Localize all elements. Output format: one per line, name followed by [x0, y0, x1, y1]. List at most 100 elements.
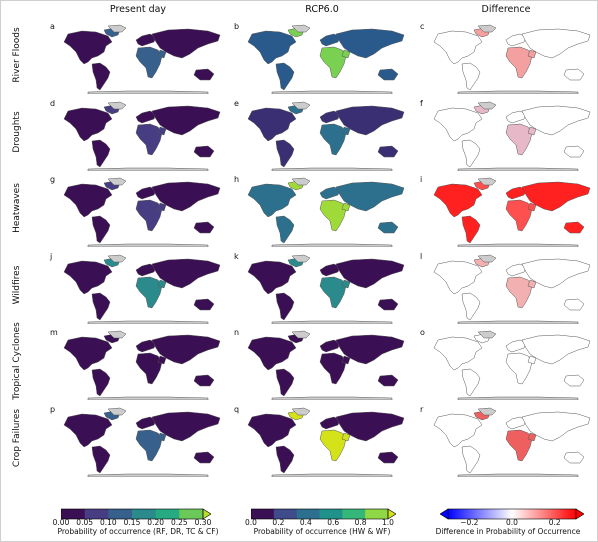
continent-shape	[151, 28, 221, 59]
continent-shape	[275, 445, 295, 473]
antarctica-shape	[87, 396, 209, 400]
continent-shape	[335, 258, 405, 288]
continent-shape	[377, 221, 399, 234]
colorbar-tick-label: 0.2	[272, 518, 285, 527]
row-label-text: River Floods	[12, 27, 22, 83]
colorbar-tick-label: 0.00	[52, 518, 70, 527]
panel-letter: f	[420, 98, 423, 108]
row-label-text: Wildfires	[12, 265, 22, 304]
continent-shape	[63, 413, 113, 447]
colorbar-tick-label: 0.0	[506, 518, 518, 527]
continent-shape	[433, 260, 483, 294]
greenland-shape	[477, 407, 497, 415]
world-map	[433, 330, 591, 400]
colorbar-tick-label: 1.0	[382, 518, 394, 527]
map-panel: c	[418, 22, 598, 94]
continent-shape	[521, 411, 591, 441]
antarctica-shape	[87, 90, 209, 94]
antarctica-shape	[271, 243, 393, 247]
continent-shape	[319, 123, 347, 155]
continent-shape	[151, 258, 221, 288]
antarctica-shape	[457, 167, 579, 171]
column-title-present: Present day	[109, 4, 167, 15]
map-panel: r	[418, 405, 598, 477]
continent-shape	[319, 352, 347, 385]
continent-shape	[63, 183, 113, 218]
continent-shape	[135, 186, 157, 200]
world-map	[433, 177, 591, 247]
colorbar-present-label: Probability of occurrence (RF, DR, TC & …	[57, 527, 219, 536]
greenland-shape	[291, 177, 311, 186]
colorbar-tick-label: 0.4	[299, 518, 312, 527]
continent-shape	[433, 107, 483, 141]
continent-shape	[505, 429, 533, 461]
continent-shape	[319, 339, 341, 353]
continent-shape	[193, 374, 215, 387]
continent-shape	[505, 46, 533, 79]
panel-letter: r	[420, 404, 424, 414]
colorbar-segment	[155, 509, 180, 519]
continent-shape	[433, 336, 483, 371]
world-map	[433, 254, 591, 324]
greenland-shape	[477, 330, 497, 339]
colorbar-outline	[250, 508, 389, 520]
continent-shape	[319, 429, 347, 461]
antarctica-shape	[457, 473, 579, 477]
continent-shape	[521, 258, 591, 288]
world-map	[63, 407, 221, 477]
continent-shape	[135, 46, 163, 79]
continent-shape	[461, 445, 481, 473]
world-map	[433, 101, 591, 171]
continent-shape	[461, 292, 481, 320]
colorbar-segment	[273, 509, 298, 519]
greenland-shape	[107, 177, 127, 186]
colorbar-rcp-label: Probability of occurrence (HW & WF)	[253, 527, 391, 536]
continent-shape	[505, 416, 527, 429]
colorbar-segment	[365, 509, 389, 519]
continent-shape	[335, 334, 405, 365]
continent-shape	[377, 298, 399, 310]
antarctica-shape	[87, 243, 209, 247]
panel-letter: k	[234, 251, 239, 261]
map-panel: h	[232, 175, 415, 247]
map-panel: e	[232, 99, 415, 171]
continent-shape	[563, 451, 585, 463]
row-label: Wildfires	[2, 252, 32, 318]
continent-shape	[521, 334, 591, 365]
colorbar-segment	[296, 509, 320, 519]
continent-shape	[135, 33, 157, 47]
map-panel: n	[232, 328, 415, 400]
continent-shape	[151, 181, 221, 212]
continent-shape	[505, 186, 527, 200]
world-map	[63, 177, 221, 247]
colorbar-tick-label: −0.2	[460, 518, 479, 527]
colorbar-segment	[108, 509, 133, 519]
panel-letter: l	[420, 251, 423, 261]
continent-shape	[563, 221, 585, 234]
continent-shape	[63, 107, 113, 141]
continent-shape	[91, 139, 111, 167]
continent-shape	[319, 33, 341, 47]
continent-shape	[157, 126, 167, 135]
world-map	[247, 101, 405, 171]
continent-shape	[563, 298, 585, 310]
continent-shape	[505, 123, 533, 155]
continent-shape	[193, 298, 215, 310]
continent-shape	[247, 30, 297, 65]
continent-shape	[275, 368, 295, 397]
map-panel: a	[48, 22, 231, 94]
map-panel: b	[232, 22, 415, 94]
map-panel: i	[418, 175, 598, 247]
map-panel: p	[48, 405, 231, 477]
continent-shape	[157, 49, 167, 59]
continent-shape	[275, 292, 295, 320]
colorbar-segment	[179, 509, 204, 519]
continent-shape	[335, 411, 405, 441]
colorbar-present-gradient	[60, 508, 212, 520]
continent-shape	[527, 49, 537, 59]
antarctica-shape	[271, 473, 393, 477]
continent-shape	[275, 215, 295, 244]
greenland-shape	[107, 254, 127, 262]
colorbar-tick-label: 0.8	[354, 518, 367, 527]
world-map	[63, 24, 221, 94]
